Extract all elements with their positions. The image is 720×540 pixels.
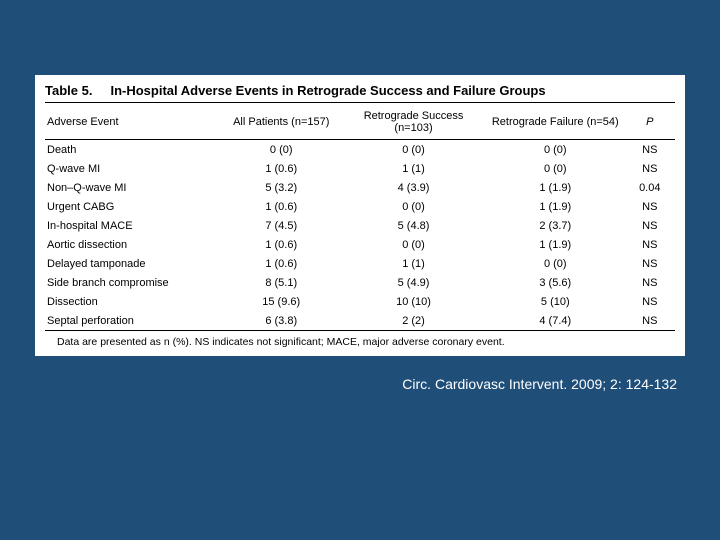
table-cell: Delayed tamponade <box>45 254 221 273</box>
adverse-events-table: Adverse Event All Patients (n=157) Retro… <box>45 106 675 331</box>
table-cell: 5 (4.8) <box>341 216 486 235</box>
table-cell: 0 (0) <box>341 235 486 254</box>
table-cell: NS <box>625 235 675 254</box>
table-cell: Non–Q-wave MI <box>45 178 221 197</box>
table-cell: Urgent CABG <box>45 197 221 216</box>
table-cell: 0 (0) <box>486 140 625 160</box>
table-cell: 5 (4.9) <box>341 273 486 292</box>
table-row: Urgent CABG1 (0.6)0 (0)1 (1.9)NS <box>45 197 675 216</box>
table-number: Table 5. <box>45 83 92 98</box>
table-cell: NS <box>625 140 675 160</box>
table-cell: 4 (3.9) <box>341 178 486 197</box>
col-header: All Patients (n=157) <box>221 106 341 140</box>
table-cell: 1 (0.6) <box>221 197 341 216</box>
table-cell: Death <box>45 140 221 160</box>
table-row: Delayed tamponade1 (0.6)1 (1)0 (0)NS <box>45 254 675 273</box>
table-cell: In-hospital MACE <box>45 216 221 235</box>
table-row: In-hospital MACE7 (4.5)5 (4.8)2 (3.7)NS <box>45 216 675 235</box>
col-header: Retrograde Success (n=103) <box>341 106 486 140</box>
col-header: Retrograde Failure (n=54) <box>486 106 625 140</box>
table-cell: NS <box>625 292 675 311</box>
table-card: Table 5. In-Hospital Adverse Events in R… <box>35 75 685 356</box>
table-row: Aortic dissection1 (0.6)0 (0)1 (1.9)NS <box>45 235 675 254</box>
table-cell: Dissection <box>45 292 221 311</box>
table-row: Non–Q-wave MI5 (3.2)4 (3.9)1 (1.9)0.04 <box>45 178 675 197</box>
table-cell: 1 (1.9) <box>486 235 625 254</box>
table-cell: 1 (1) <box>341 159 486 178</box>
table-row: Septal perforation6 (3.8)2 (2)4 (7.4)NS <box>45 311 675 331</box>
table-cell: 5 (10) <box>486 292 625 311</box>
citation-text: Circ. Cardiovasc Intervent. 2009; 2: 124… <box>35 376 685 392</box>
table-row: Death0 (0)0 (0)0 (0)NS <box>45 140 675 160</box>
table-cell: Q-wave MI <box>45 159 221 178</box>
table-cell: NS <box>625 197 675 216</box>
table-cell: 7 (4.5) <box>221 216 341 235</box>
table-cell: NS <box>625 311 675 331</box>
table-cell: 1 (0.6) <box>221 235 341 254</box>
table-cell: 1 (1.9) <box>486 197 625 216</box>
table-cell: 0 (0) <box>221 140 341 160</box>
table-row: Side branch compromise8 (5.1)5 (4.9)3 (5… <box>45 273 675 292</box>
table-cell: 1 (0.6) <box>221 159 341 178</box>
table-cell: 2 (2) <box>341 311 486 331</box>
col-header: Adverse Event <box>45 106 221 140</box>
table-row: Dissection15 (9.6)10 (10)5 (10)NS <box>45 292 675 311</box>
table-cell: 0 (0) <box>341 140 486 160</box>
table-cell: 2 (3.7) <box>486 216 625 235</box>
table-header-row: Adverse Event All Patients (n=157) Retro… <box>45 106 675 140</box>
table-cell: 1 (1) <box>341 254 486 273</box>
table-title-row: Table 5. In-Hospital Adverse Events in R… <box>45 83 675 103</box>
table-cell: 4 (7.4) <box>486 311 625 331</box>
table-cell: NS <box>625 273 675 292</box>
table-cell: NS <box>625 216 675 235</box>
table-cell: 6 (3.8) <box>221 311 341 331</box>
table-cell: Septal perforation <box>45 311 221 331</box>
table-cell: 8 (5.1) <box>221 273 341 292</box>
table-cell: Side branch compromise <box>45 273 221 292</box>
table-cell: Aortic dissection <box>45 235 221 254</box>
table-footnote: Data are presented as n (%). NS indicate… <box>45 331 675 350</box>
col-header: P <box>625 106 675 140</box>
table-row: Q-wave MI1 (0.6)1 (1)0 (0)NS <box>45 159 675 178</box>
table-cell: 3 (5.6) <box>486 273 625 292</box>
table-cell: 0 (0) <box>341 197 486 216</box>
table-cell: 5 (3.2) <box>221 178 341 197</box>
table-cell: NS <box>625 254 675 273</box>
table-cell: 15 (9.6) <box>221 292 341 311</box>
table-body: Death0 (0)0 (0)0 (0)NSQ-wave MI1 (0.6)1 … <box>45 140 675 331</box>
table-title: In-Hospital Adverse Events in Retrograde… <box>110 83 545 98</box>
table-cell: 0.04 <box>625 178 675 197</box>
table-cell: 10 (10) <box>341 292 486 311</box>
table-cell: 0 (0) <box>486 159 625 178</box>
table-cell: 0 (0) <box>486 254 625 273</box>
table-cell: NS <box>625 159 675 178</box>
table-cell: 1 (0.6) <box>221 254 341 273</box>
table-cell: 1 (1.9) <box>486 178 625 197</box>
